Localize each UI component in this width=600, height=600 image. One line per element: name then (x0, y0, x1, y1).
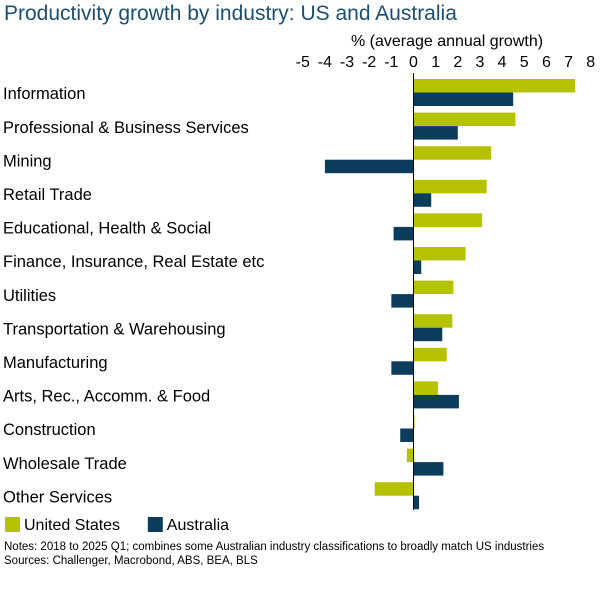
x-axis-label: % (average annual growth) (351, 33, 543, 50)
category-labels: Information Professional & Business Servi… (3, 85, 264, 506)
bar-australia (413, 495, 420, 510)
x-tick-label: -1 (384, 54, 398, 71)
bar-australia (413, 327, 443, 342)
bar-australia (413, 462, 444, 476)
category-label: Wholesale Trade (3, 455, 127, 473)
x-tick-label: 8 (586, 54, 595, 71)
bar-australia (413, 92, 514, 106)
x-tick-label: 7 (564, 54, 573, 71)
category-label: Finance, Insurance, Real Estate etc (3, 253, 264, 271)
x-axis-ticks: -5 -4 -3 -2 -1 0 1 2 3 4 5 6 7 8 (296, 54, 596, 71)
category-label: Utilities (3, 287, 56, 305)
chart-notes: Notes: 2018 to 2025 Q1; combines some Au… (4, 541, 545, 553)
x-tick-label: 5 (520, 54, 529, 71)
category-label: Professional & Business Services (3, 119, 249, 137)
bar-united-states (413, 415, 415, 429)
category-label: Mining (3, 152, 52, 170)
x-tick-label: -3 (340, 54, 354, 71)
bar-united-states (413, 213, 483, 227)
x-tick-label: -5 (296, 54, 310, 71)
x-tick-label: 6 (542, 54, 551, 71)
bar-united-states (413, 347, 447, 362)
chart-title: Productivity growth by industry: US and … (4, 2, 457, 25)
bar-australia (400, 428, 414, 442)
x-tick-label: 0 (409, 54, 418, 71)
bar-united-states (413, 79, 576, 93)
bar-united-states (413, 314, 453, 328)
bar-united-states (413, 112, 516, 127)
legend: United States Australia (5, 517, 229, 534)
bar-australia (391, 294, 414, 308)
x-tick-label: 4 (498, 54, 507, 71)
category-label: Arts, Rec., Accomm. & Food (3, 388, 210, 406)
category-label: Manufacturing (3, 354, 108, 372)
bar-australia (413, 193, 432, 207)
bar-united-states (413, 280, 454, 295)
x-tick-label: -2 (362, 54, 376, 71)
bar-australia (391, 361, 414, 375)
legend-label-united-states: United States (24, 517, 120, 534)
legend-label-australia: Australia (167, 517, 229, 534)
bars (324, 79, 576, 510)
x-tick-label: 3 (475, 54, 484, 71)
category-label: Transportation & Warehousing (3, 320, 226, 338)
x-tick-label: 2 (453, 54, 462, 71)
bar-australia (413, 394, 459, 409)
bar-united-states (374, 482, 414, 496)
legend-swatch-united-states (5, 517, 20, 532)
bar-united-states (413, 247, 466, 261)
bar-united-states (413, 381, 438, 395)
bar-united-states (413, 146, 492, 160)
category-label: Construction (3, 421, 96, 439)
bar-australia (413, 260, 422, 274)
category-label: Information (3, 85, 86, 103)
x-tick-label: -4 (318, 54, 332, 71)
bar-australia (324, 159, 414, 174)
category-label: Other Services (3, 488, 112, 506)
bar-united-states (413, 179, 487, 194)
bar-united-states (406, 448, 414, 463)
bar-australia (393, 226, 414, 241)
x-tick-label: 1 (431, 54, 440, 71)
legend-swatch-australia (147, 517, 163, 532)
category-label: Retail Trade (3, 186, 92, 204)
chart-sources: Sources: Challenger, Macrobond, ABS, BEA… (4, 555, 258, 567)
bar-australia (413, 126, 458, 140)
category-label: Educational, Health & Social (3, 220, 211, 238)
